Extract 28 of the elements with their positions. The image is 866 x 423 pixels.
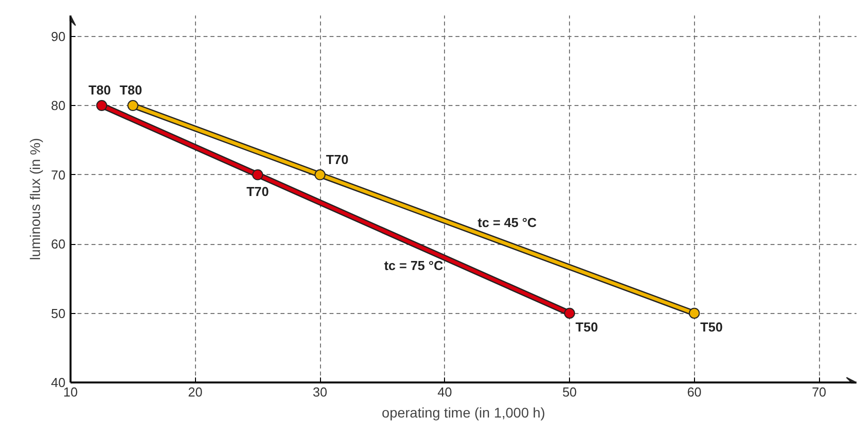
data-label: T80 — [88, 82, 111, 98]
point — [564, 308, 576, 319]
point — [252, 169, 264, 180]
data-label: T50 — [700, 319, 723, 334]
series-label: tc = 75 °C — [384, 258, 444, 274]
x-tick-label: 40 — [438, 384, 452, 400]
y-tick-label: 80 — [51, 98, 66, 114]
y-tick-label: 40 — [51, 375, 66, 390]
x-tick-label: 70 — [812, 384, 826, 400]
data-label: T70 — [326, 152, 348, 167]
x-tick-label: 30 — [312, 384, 328, 400]
y-tick-label: 90 — [51, 28, 66, 44]
point — [127, 100, 138, 112]
x-tick-label: 60 — [687, 384, 702, 400]
y-tick-label: 70 — [51, 167, 66, 182]
point — [688, 308, 700, 319]
data-label: T80 — [120, 82, 142, 98]
point — [314, 169, 326, 180]
x-axis-title: operating time (in 1,000 h) — [382, 404, 546, 420]
y-tick-label: 60 — [51, 236, 66, 252]
y-tick-label: 50 — [51, 306, 66, 321]
y-axis-title: luminous flux (in %) — [27, 138, 44, 260]
data-label: T70 — [246, 184, 269, 199]
point — [96, 100, 108, 112]
data-label: T50 — [576, 319, 598, 334]
series-label: tc = 45 °C — [478, 215, 538, 230]
x-tick-label: 50 — [562, 384, 577, 400]
x-tick-label: 20 — [188, 384, 202, 400]
